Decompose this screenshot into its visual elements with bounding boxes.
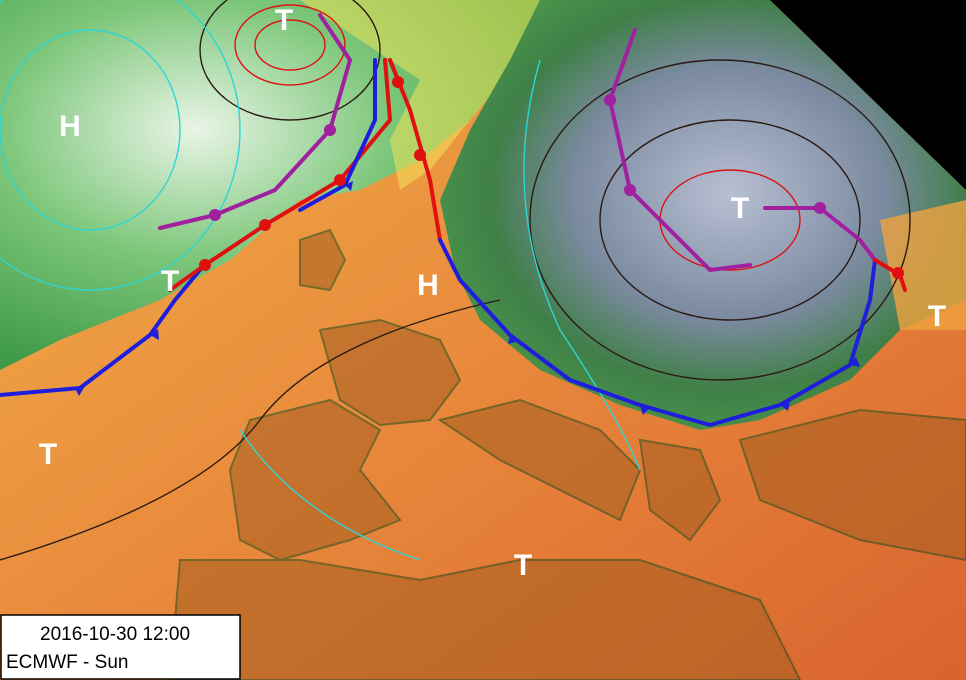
isobars-part	[0, 299, 501, 561]
weather-fronts-part-part	[414, 149, 426, 161]
caption-box-part	[0, 614, 241, 680]
pressure-center-label: T	[39, 438, 57, 471]
weather-fronts-part-part	[850, 357, 860, 367]
weather-fronts-part-part	[259, 219, 271, 231]
pressure-center-label: H	[59, 110, 81, 143]
weather-fronts	[0, 13, 907, 427]
weather-fronts-part-part	[334, 174, 346, 186]
isobars-part	[529, 59, 911, 381]
pressure-center-label: T	[161, 265, 179, 298]
weather-fronts-part-part	[604, 94, 616, 106]
model-source: ECMWF - Sun	[6, 652, 128, 673]
land-part	[168, 559, 802, 680]
weather-fronts-part	[209, 94, 826, 221]
isobars-part	[0, 29, 181, 231]
weather-fronts-part-part	[892, 267, 904, 279]
weather-fronts-part	[438, 238, 877, 427]
isobars-part	[523, 59, 641, 471]
land-part	[738, 408, 966, 562]
weather-fronts-part	[158, 13, 352, 230]
background-fields-part	[880, 200, 966, 330]
pressure-center-label: T	[275, 4, 293, 37]
weather-fronts-part-part	[624, 184, 636, 196]
timestamp: 2016-10-30 12:00	[40, 624, 190, 645]
isobars-part	[239, 429, 421, 561]
weather-fronts-part-part	[640, 405, 650, 415]
weather-fronts-part-part	[150, 329, 159, 340]
weather-fronts-part-part	[345, 181, 353, 191]
isobars-part	[0, 0, 241, 291]
background-fields-part	[440, 0, 966, 430]
weather-fronts-part-part	[508, 335, 518, 344]
weather-fronts-part-part	[209, 209, 221, 221]
land-part	[318, 318, 462, 427]
weather-fronts-part-part	[324, 124, 336, 136]
weather-fronts-part	[199, 76, 904, 279]
land	[168, 228, 966, 680]
isobars-part	[254, 19, 326, 71]
weather-fronts-part-part	[392, 76, 404, 88]
pressure-center-label: T	[731, 192, 749, 225]
isobars	[0, 0, 911, 561]
caption-box: 2016-10-30 12:00 ECMWF - Sun	[0, 614, 241, 680]
weather-fronts-part	[298, 58, 377, 212]
land-part	[299, 228, 347, 292]
pressure-center-label: T	[928, 300, 946, 333]
weather-fronts-part	[75, 181, 860, 415]
background-fields-part	[770, 0, 966, 190]
weather-fronts-part-part	[199, 259, 211, 271]
weather-fronts-part-part	[780, 401, 790, 411]
pressure-center-label: T	[514, 549, 532, 582]
weather-fronts-part-part	[814, 202, 826, 214]
land-part	[638, 438, 722, 542]
pressure-center-label: H	[417, 269, 439, 302]
weather-fronts-part	[608, 28, 752, 272]
isobars-part	[234, 4, 346, 86]
weather-fronts-part	[168, 58, 392, 292]
isobars-part	[599, 119, 861, 321]
isobars-part	[199, 0, 381, 121]
land-part	[228, 398, 402, 562]
land-part	[437, 398, 642, 522]
pressure-centers: H T T H T T T T	[39, 4, 946, 582]
weather-fronts-part	[763, 206, 877, 262]
weather-fronts-part-part	[75, 386, 85, 396]
